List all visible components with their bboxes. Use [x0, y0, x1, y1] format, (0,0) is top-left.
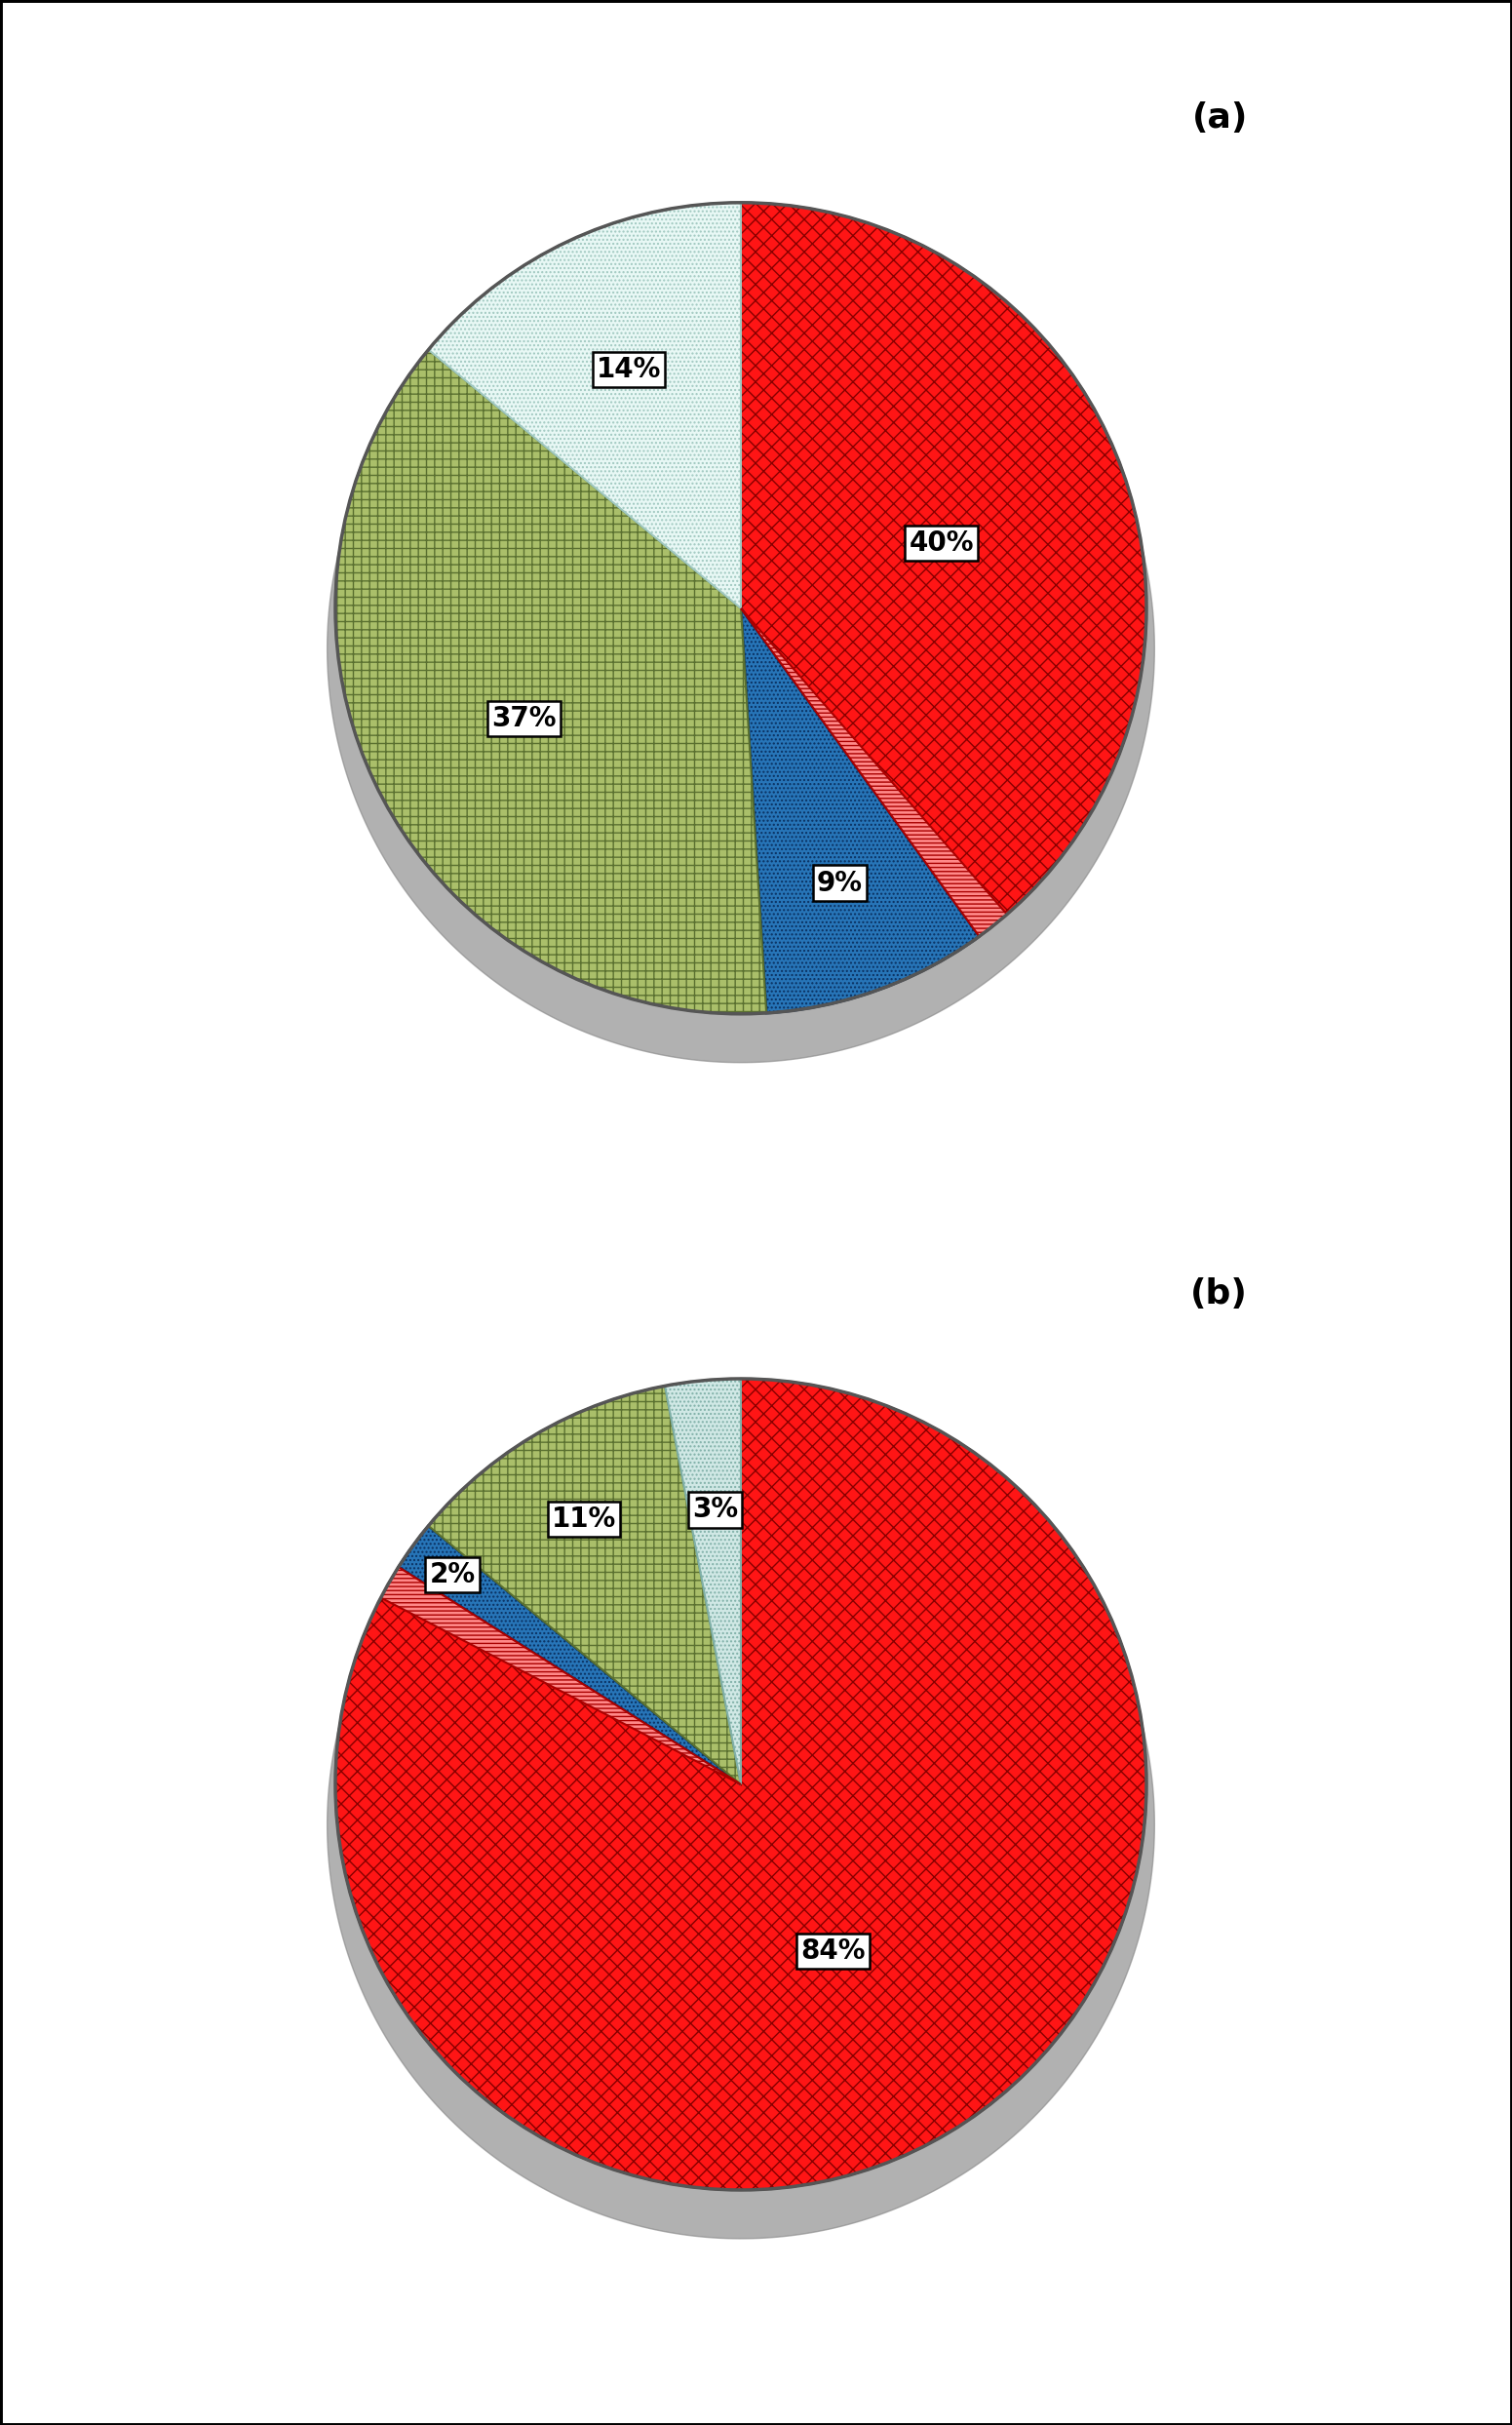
Polygon shape [336, 349, 767, 1014]
Text: 84%: 84% [800, 1938, 865, 1964]
Text: 3%: 3% [692, 1496, 738, 1523]
Text: 14%: 14% [596, 356, 661, 383]
Text: (b): (b) [1190, 1278, 1247, 1310]
Text: 9%: 9% [816, 871, 863, 897]
Text: 2%: 2% [429, 1562, 475, 1588]
Text: 37%: 37% [491, 706, 556, 732]
Polygon shape [741, 609, 1007, 936]
Polygon shape [741, 609, 980, 1014]
Polygon shape [336, 1380, 1146, 2190]
Polygon shape [327, 235, 1155, 1062]
Polygon shape [381, 1567, 741, 1785]
Text: (a): (a) [1191, 102, 1247, 133]
Polygon shape [399, 1525, 741, 1785]
Polygon shape [327, 1411, 1155, 2238]
Polygon shape [741, 204, 1146, 936]
Text: 40%: 40% [909, 529, 974, 558]
Polygon shape [665, 1380, 741, 1785]
Polygon shape [428, 204, 741, 609]
Polygon shape [428, 1387, 741, 1785]
Text: 11%: 11% [552, 1506, 617, 1533]
